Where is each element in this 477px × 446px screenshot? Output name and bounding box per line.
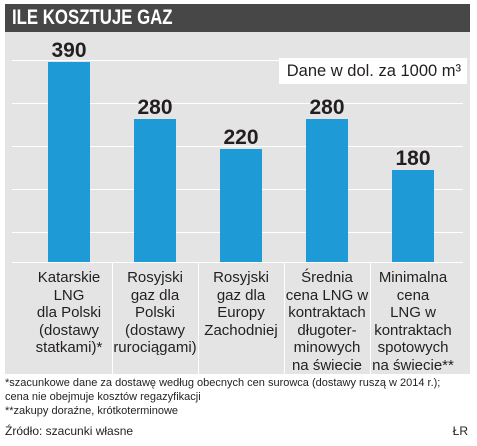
category-divider xyxy=(198,262,199,374)
bar xyxy=(134,118,176,262)
gridline xyxy=(12,146,463,147)
source-note: Źródło: szacunki własne xyxy=(5,424,134,438)
gridline xyxy=(12,60,463,61)
category-divider xyxy=(112,262,113,374)
bar xyxy=(220,149,262,262)
bar xyxy=(48,62,90,262)
value-label: 280 xyxy=(137,95,173,119)
footnote: *szacunkowe dane za dostawę według obecn… xyxy=(5,377,441,389)
footnotes: *szacunkowe dane za dostawę według obecn… xyxy=(5,376,470,418)
category-label: Rosyjski gaz dla Europy Zachodniej xyxy=(204,269,278,339)
category-label: Rosyjski gaz dla Polski (dostawy rurocią… xyxy=(113,269,197,356)
category-label: Minimalna cena LNG w kontraktach spotowy… xyxy=(372,269,454,374)
value-label: 280 xyxy=(309,95,345,119)
value-label: 220 xyxy=(223,126,259,150)
unit-note-box: Dane w dol. za 1000 m³ xyxy=(279,58,467,84)
chart-panel: 390 Katarskie LNG dla Polski (dostawy sta… xyxy=(5,32,470,374)
title-bar: ILE KOSZTUJE GAZ xyxy=(5,4,470,32)
gridline xyxy=(12,103,463,104)
bar-chart: 390 Katarskie LNG dla Polski (dostawy sta… xyxy=(5,32,470,374)
baseline xyxy=(12,262,463,263)
bar xyxy=(392,169,434,262)
bar xyxy=(306,118,348,262)
category-label: Średnia cena LNG w kontraktach długoter-… xyxy=(285,269,369,374)
footnote: **zakupy doraźne, krótkoterminowe xyxy=(5,405,179,417)
footnote: cena nie obejmuje kosztów regazyfikacji xyxy=(5,391,201,403)
category-label: Katarskie LNG dla Polski (dostawy statka… xyxy=(35,269,103,356)
unit-note: Dane w dol. za 1000 m³ xyxy=(286,62,461,80)
value-label: 180 xyxy=(395,146,431,170)
value-label: 390 xyxy=(51,39,87,63)
category-divider xyxy=(370,262,371,374)
author-initials: ŁR xyxy=(452,424,468,438)
category-divider xyxy=(284,262,285,374)
chart-title: ILE KOSZTUJE GAZ xyxy=(12,6,173,29)
